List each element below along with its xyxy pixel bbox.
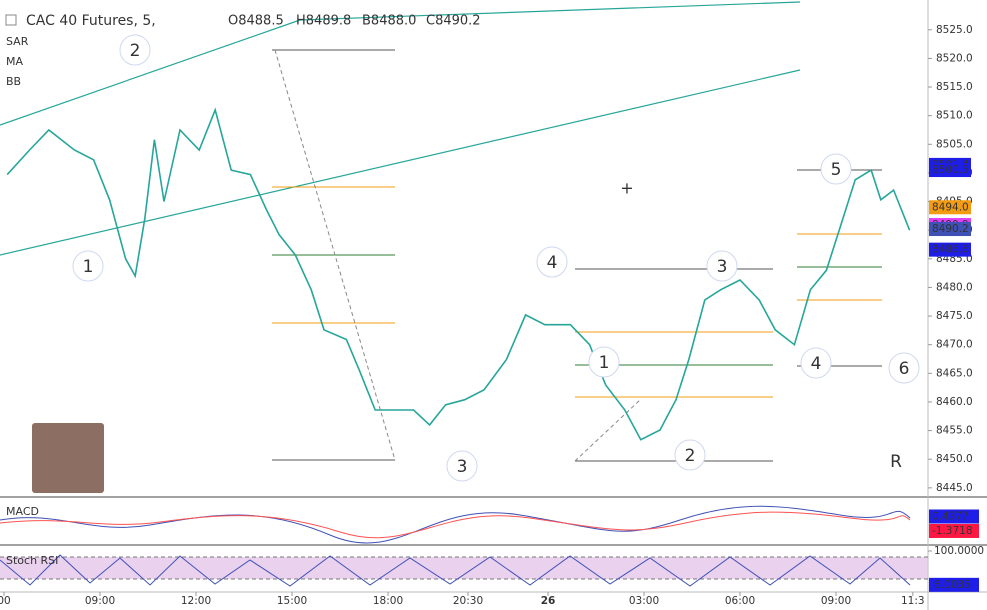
indicator-label[interactable]: SAR (6, 35, 29, 48)
stoch-title: Stoch RSI (6, 554, 58, 567)
x-tick-label: 00 (0, 595, 11, 607)
wave-label: 1 (83, 257, 94, 277)
wave-circle (72, 250, 104, 282)
x-tick-label: 09:00 (821, 595, 851, 607)
y-tick-label: 8450.0 (936, 453, 973, 465)
x-tick-label: 18:00 (373, 595, 403, 607)
macd-title: MACD (6, 505, 39, 518)
y-tick-label: 8465.0 (936, 367, 973, 379)
price-tag (929, 163, 971, 178)
chart-title: CAC 40 Futures, 5, (26, 13, 156, 29)
ohlc-bid: B8488.0 (362, 14, 416, 29)
indicator-label[interactable]: BB (6, 75, 21, 88)
x-tick-label: 06:00 (725, 595, 755, 607)
wave-label: 5 (831, 160, 842, 180)
wave-circle (820, 153, 852, 185)
header: CAC 40 Futures, 5, O8488.5 H8489.8 B8488… (5, 13, 481, 567)
price-tag-label: 8500.5 (932, 164, 969, 176)
wave-label: 2 (685, 446, 696, 466)
y-tick-label: 8480.0 (936, 281, 973, 293)
wave-label: 4 (811, 354, 822, 374)
wave-circle (536, 246, 568, 278)
y-tick-label: 8470.0 (936, 339, 973, 351)
wave-circle (800, 347, 832, 379)
y-tick-label: 8445.0 (936, 482, 973, 494)
price-tag-label: 8490.2 (932, 223, 969, 235)
y-tick-label: 8525.0 (936, 24, 973, 36)
macd-tag (929, 523, 979, 538)
x-tick-label: 11:3 (901, 595, 925, 607)
y-tick-label: 8520.0 (936, 52, 973, 64)
price-tag (929, 200, 971, 215)
macd-tag-label: -1.3718 (932, 525, 973, 537)
wave-circle (446, 450, 478, 482)
logo (32, 423, 104, 493)
x-tick-label: 15:00 (277, 595, 307, 607)
macd-signal (0, 511, 911, 539)
macd-line (0, 505, 911, 544)
wave-circle (119, 34, 151, 66)
x-tick-label: 26 (541, 595, 556, 607)
price-tag-label: 8494.0 (932, 201, 969, 213)
trend-line (0, 19, 301, 126)
wave-label: 4 (547, 253, 558, 273)
y-tick-label: 8505.0 (936, 138, 973, 150)
y-tick-label: 8455.0 (936, 425, 973, 437)
price-tag-label: 8486.6 (932, 244, 969, 256)
x-tick-label: 12:00 (181, 595, 211, 607)
stoch-band (0, 557, 928, 579)
macd-tag (929, 509, 979, 524)
fib-levels (272, 49, 882, 462)
y-tick-label: 8510.0 (936, 110, 973, 122)
x-tick-label: 20:30 (453, 595, 483, 607)
macd-tag-label: 0.4377 (932, 510, 969, 522)
wave-label: 1 (599, 353, 610, 373)
y-tick-label: 8475.0 (936, 310, 973, 322)
x-tick-label: 03:00 (629, 595, 659, 607)
price-tag (929, 242, 971, 257)
collapse-icon[interactable] (5, 14, 17, 26)
wave-label: 2 (130, 41, 141, 61)
stoch-tag-label: 6.0035 (934, 579, 971, 591)
wave-circle (674, 439, 706, 471)
indicator-label[interactable]: MA (6, 55, 23, 68)
wave-label: R (890, 452, 902, 472)
ohlc-open: O8488.5 (228, 14, 284, 29)
trend-line (0, 69, 801, 256)
y-tick-label: 8460.0 (936, 396, 973, 408)
wave-label: 3 (717, 257, 728, 277)
wave-circle (706, 250, 738, 282)
crosshair: + (620, 179, 633, 198)
wave-label: 6 (899, 359, 910, 379)
price-line (6, 107, 911, 441)
stoch-k (0, 554, 911, 587)
y-tick-label: 8515.0 (936, 81, 973, 93)
price-tag (929, 222, 971, 237)
wave-circle (588, 346, 620, 378)
wave-label: 3 (457, 457, 468, 477)
ohlc-close: C8490.2 (426, 14, 481, 29)
stoch-tag (929, 577, 979, 592)
x-tick-label: 09:00 (85, 595, 115, 607)
ohlc-high: H8489.8 (296, 14, 351, 29)
wave-circle (888, 352, 920, 384)
stoch-tag-label: 100.0000 (934, 545, 984, 557)
trend-line (299, 1, 801, 21)
